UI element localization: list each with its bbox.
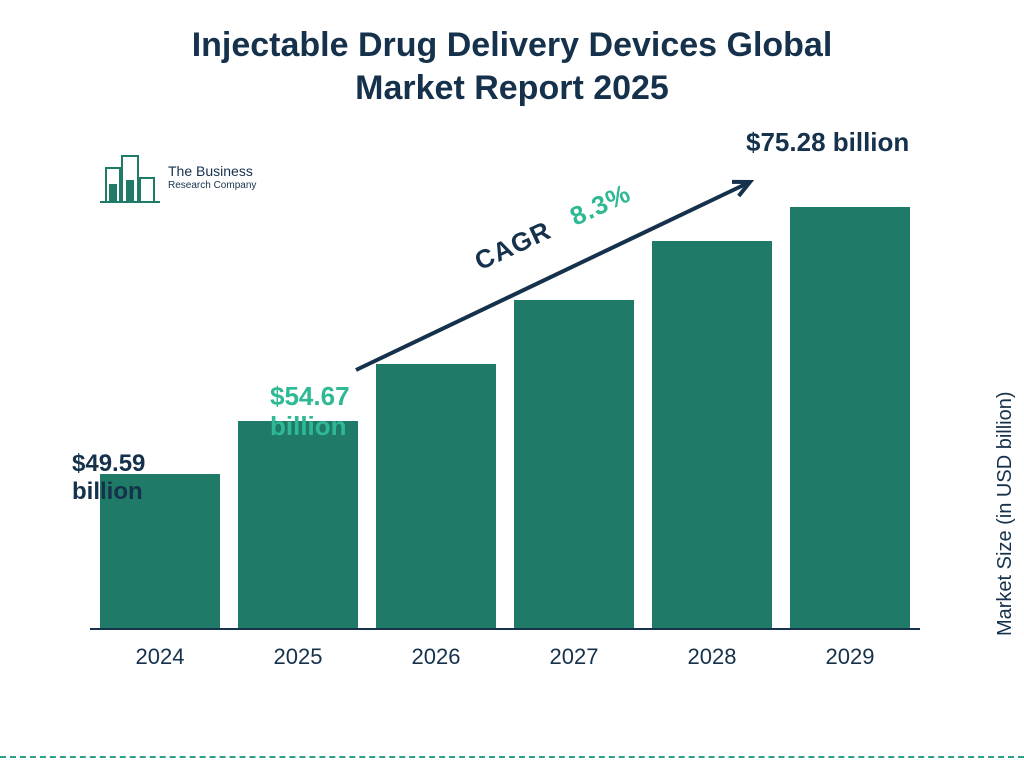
bar [514,300,634,628]
value-label: $75.28 billion [746,128,909,158]
title-line2: Market Report 2025 [0,67,1024,110]
title-line1: Injectable Drug Delivery Devices Global [0,24,1024,67]
bar [238,421,358,628]
chart-title: Injectable Drug Delivery Devices Global … [0,0,1024,109]
value-label: $54.67billion [270,382,350,442]
bar-column [238,421,358,628]
x-axis-label: 2027 [514,636,634,670]
x-axis-label: 2028 [652,636,772,670]
bar [376,364,496,629]
x-axis-labels: 2024 2025 2026 2027 2028 2029 [90,636,920,670]
y-axis-label: Market Size (in USD billion) [995,392,1018,637]
bar [652,241,772,628]
x-axis-label: 2026 [376,636,496,670]
x-axis-label: 2024 [100,636,220,670]
bar-column [514,300,634,628]
bar-column [790,207,910,628]
x-axis-label: 2025 [238,636,358,670]
bar-column [652,241,772,628]
bottom-divider [0,756,1024,758]
bar-column [376,364,496,629]
bars-container [90,160,920,630]
value-label: $49.59billion [72,450,145,505]
x-axis-label: 2029 [790,636,910,670]
bar [790,207,910,628]
